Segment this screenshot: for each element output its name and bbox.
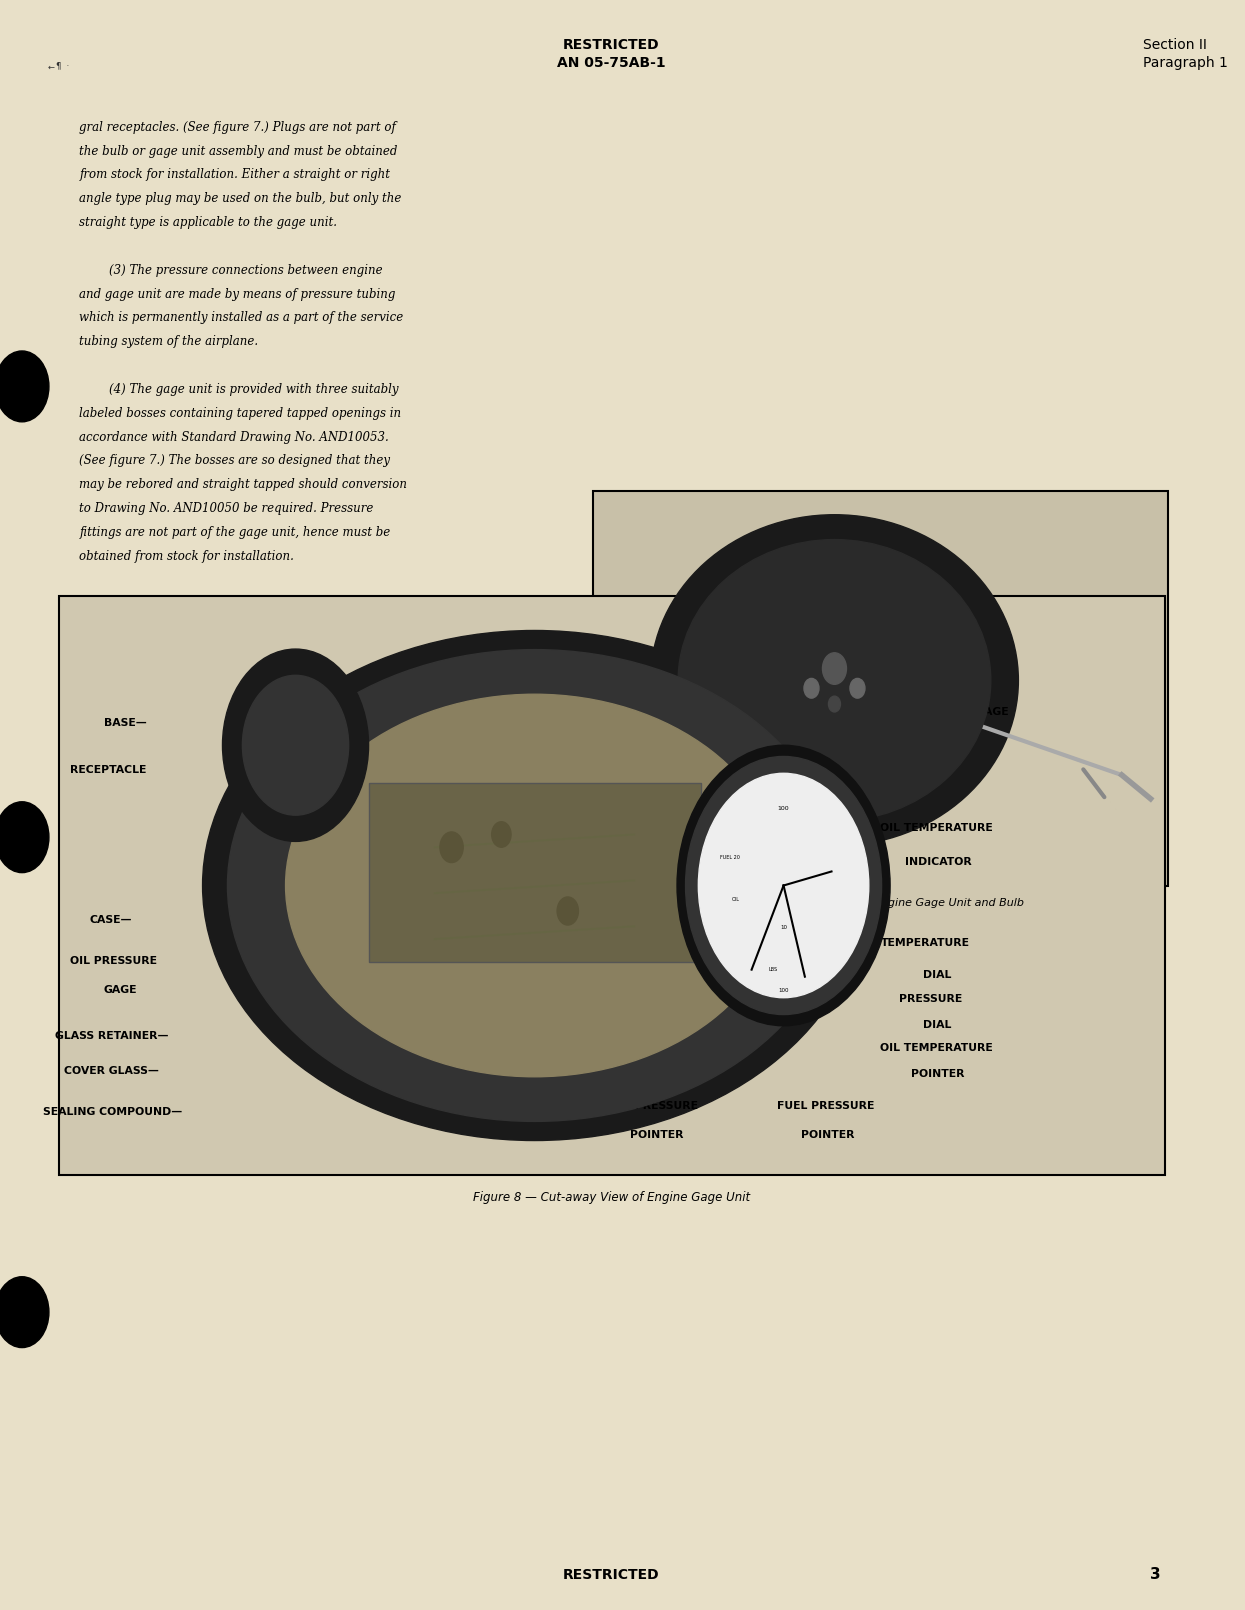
Text: RESTRICTED: RESTRICTED (563, 1568, 660, 1581)
Circle shape (557, 897, 579, 926)
Ellipse shape (285, 694, 783, 1077)
Text: PRESSURE: PRESSURE (899, 993, 962, 1003)
Text: straight type is applicable to the gage unit.: straight type is applicable to the gage … (80, 216, 337, 229)
Circle shape (850, 678, 865, 699)
Text: angle type plug may be used on the bulb, but only the: angle type plug may be used on the bulb,… (80, 192, 402, 204)
Text: RESTRICTED: RESTRICTED (563, 39, 660, 52)
Text: 100: 100 (778, 807, 789, 811)
Circle shape (243, 675, 349, 815)
Text: INDICATOR: INDICATOR (905, 857, 971, 868)
Text: RECEPTACLE: RECEPTACLE (70, 765, 146, 774)
Circle shape (492, 821, 510, 847)
Text: 10: 10 (781, 926, 787, 931)
Ellipse shape (203, 631, 867, 1140)
Text: DIAL: DIAL (924, 971, 951, 980)
Text: Section II: Section II (1143, 39, 1208, 52)
Circle shape (698, 773, 869, 998)
Text: obtained from stock for installation.: obtained from stock for installation. (80, 549, 294, 562)
Text: the bulb or gage unit assembly and must be obtained: the bulb or gage unit assembly and must … (80, 145, 398, 158)
Text: (4) The gage unit is provided with three suitably: (4) The gage unit is provided with three… (80, 383, 398, 396)
Text: AN 05-75AB-1: AN 05-75AB-1 (557, 56, 666, 69)
Text: LBS: LBS (768, 968, 777, 972)
Text: labeled bosses containing tapered tapped openings in: labeled bosses containing tapered tapped… (80, 407, 402, 420)
Text: OIL TEMPERATURE: OIL TEMPERATURE (880, 823, 994, 832)
Text: DIAL: DIAL (924, 1019, 951, 1030)
Text: $\leftarrow$: $\leftarrow$ (46, 63, 59, 72)
Text: gral receptacles. (See figure 7.) Plugs are not part of: gral receptacles. (See figure 7.) Plugs … (80, 121, 396, 134)
Text: accordance with Standard Drawing No. AND10053.: accordance with Standard Drawing No. AND… (80, 430, 390, 443)
Text: FUEL 20: FUEL 20 (721, 855, 741, 860)
FancyBboxPatch shape (59, 596, 1165, 1175)
Ellipse shape (651, 515, 1018, 847)
Text: CASE—: CASE— (90, 914, 132, 926)
Circle shape (804, 678, 819, 699)
Text: COVER GLASS—: COVER GLASS— (63, 1066, 158, 1075)
Text: Figure 7 — Rear View of Engine Gage Unit and Bulb: Figure 7 — Rear View of Engine Gage Unit… (737, 898, 1025, 908)
Circle shape (823, 652, 847, 684)
Text: which is permanently installed as a part of the service: which is permanently installed as a part… (80, 311, 403, 324)
Text: SEALING COMPOUND—: SEALING COMPOUND— (42, 1106, 182, 1117)
Circle shape (0, 802, 49, 873)
Text: FUEL PRESSURE: FUEL PRESSURE (777, 1101, 874, 1111)
Circle shape (677, 745, 890, 1026)
FancyBboxPatch shape (593, 491, 1168, 886)
Circle shape (0, 1277, 49, 1348)
Circle shape (439, 832, 463, 863)
Text: and gage unit are made by means of pressure tubing: and gage unit are made by means of press… (80, 288, 396, 301)
Text: POINTER: POINTER (630, 1130, 684, 1140)
Text: FUEL PRESSURE GAGE: FUEL PRESSURE GAGE (874, 707, 1008, 716)
Circle shape (223, 649, 369, 842)
Text: BASE—: BASE— (103, 718, 147, 728)
Text: 3: 3 (1150, 1567, 1160, 1583)
Text: GAGE: GAGE (103, 985, 137, 995)
Text: OIL PRESSURE: OIL PRESSURE (70, 956, 157, 966)
Text: TEMPERATURE: TEMPERATURE (880, 939, 970, 948)
Text: (3) The pressure connections between engine: (3) The pressure connections between eng… (80, 264, 383, 277)
Text: POINTER: POINTER (911, 1069, 965, 1079)
Circle shape (828, 696, 840, 712)
Text: OIL PRESSURE: OIL PRESSURE (611, 1101, 698, 1111)
Ellipse shape (228, 649, 842, 1122)
Circle shape (0, 351, 49, 422)
Text: tubing system of the airplane.: tubing system of the airplane. (80, 335, 259, 348)
Text: OIL: OIL (732, 897, 740, 902)
Text: to Drawing No. AND10050 be required. Pressure: to Drawing No. AND10050 be required. Pre… (80, 502, 374, 515)
Text: may be rebored and straight tapped should conversion: may be rebored and straight tapped shoul… (80, 478, 407, 491)
Text: Figure 8 — Cut-away View of Engine Gage Unit: Figure 8 — Cut-away View of Engine Gage … (473, 1191, 749, 1204)
Text: GLASS RETAINER—: GLASS RETAINER— (55, 1030, 168, 1042)
Text: (See figure 7.) The bosses are so designed that they: (See figure 7.) The bosses are so design… (80, 454, 391, 467)
Circle shape (686, 757, 881, 1014)
Text: OIL TEMPERATURE: OIL TEMPERATURE (880, 1043, 994, 1053)
Text: 100: 100 (778, 989, 789, 993)
Text: from stock for installation. Either a straight or right: from stock for installation. Either a st… (80, 169, 391, 182)
Text: fittings are not part of the gage unit, hence must be: fittings are not part of the gage unit, … (80, 526, 391, 539)
Text: POINTER: POINTER (801, 1130, 854, 1140)
Text: ¶  ·: ¶ · (56, 61, 70, 71)
FancyBboxPatch shape (369, 784, 701, 963)
Text: FUEL: FUEL (813, 766, 832, 771)
Ellipse shape (679, 539, 991, 821)
Text: Paragraph 1: Paragraph 1 (1143, 56, 1229, 69)
